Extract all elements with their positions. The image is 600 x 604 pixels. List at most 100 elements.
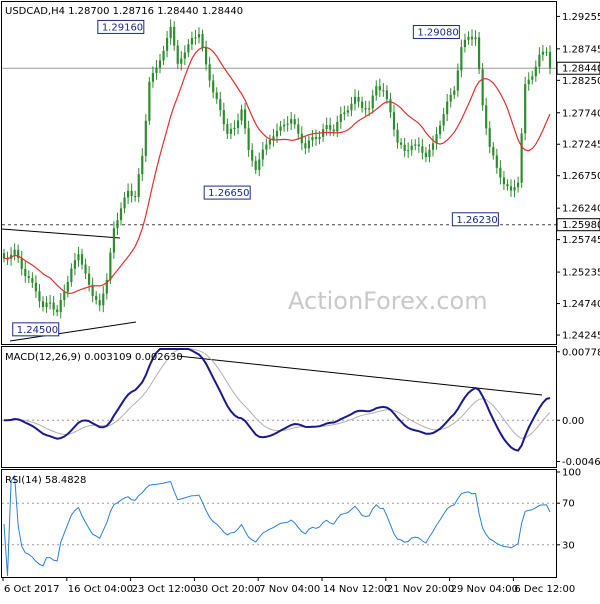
candle-body [346,110,350,113]
candle-body [368,108,371,110]
candle-body [311,136,314,141]
price-tick-label: 1.24245 [562,331,600,342]
moving-average-layer [3,46,551,294]
rsi-axis: 100 70 30 [556,468,581,551]
price-panel-frame [1,1,557,345]
candle-body [77,254,80,261]
price-annotation-box [97,19,145,34]
candle-body [378,86,381,91]
candle-body [396,129,399,143]
candle-body [385,90,389,100]
candle-body [399,142,403,145]
candle-body [470,36,474,40]
candle-body [173,26,176,46]
candle-body [485,105,488,129]
candle-body [95,295,98,301]
price-annotation-label: 1.24500 [17,325,58,336]
candle-body [105,279,108,294]
candle-body [226,124,229,134]
candle-body [329,124,332,130]
candle-body [509,186,513,191]
candle-body [265,144,268,150]
candle-body [375,86,378,96]
candle-body [162,50,165,61]
candle-body [474,37,477,40]
candle-body [410,145,413,151]
time-tick-label: 23 Oct 12:00 [132,584,197,595]
macd-panel-frame [1,346,557,468]
candle-body [275,130,279,137]
triangle-upper-trendline [1,228,121,239]
candle-body [282,124,286,127]
candle-body [59,300,62,313]
candle-body [467,36,470,40]
macd-line [4,348,551,452]
candle-body [392,112,396,130]
candle-body [48,302,52,304]
candle-body [165,38,169,51]
candle-body [80,254,84,265]
candle-body [215,92,218,100]
candle-body [371,95,374,109]
candle-body [201,34,204,48]
current-price-box [556,61,600,75]
candle-body [70,268,73,282]
candle-body [304,143,307,149]
time-tick-label: 16 Oct 04:00 [68,584,133,595]
price-annotation-label: 1.29080 [417,28,458,39]
candle-body [38,291,41,302]
macd-tick-label: -0.004688 [562,457,600,468]
macd-axis: 0.007787 0.00 -0.004688 [556,347,600,468]
candle-body [251,149,254,161]
macd-panel-title: MACD(12,26,9) 0.003109 0.002630 [5,352,183,363]
candle-body [499,167,502,178]
candle-body [187,44,190,53]
candle-body [13,249,16,255]
candle-body [506,184,509,187]
price-tick-label: 1.28745 [562,44,600,55]
candle-body [290,119,293,124]
candle-body [123,197,126,209]
price-annotation-box [412,25,460,40]
candle-body [353,96,357,104]
candle-body [343,112,346,115]
candle-body [91,284,94,296]
time-tick-label: 6 Oct 2017 [4,584,59,595]
rsi-tick-label: 70 [562,499,575,510]
candle-body [197,34,201,38]
watermark-text: ActionForex.com [288,287,488,315]
rsi-line [3,474,551,577]
candle-body [307,140,311,149]
candle-body [119,208,123,221]
price-tick-label: 1.29255 [562,12,600,23]
candle-body [219,99,222,111]
candle-body [52,302,55,310]
macd-divergence-trendline [177,355,543,396]
candle-body [87,273,91,285]
candle-body [41,301,45,308]
candle-body [169,26,172,39]
time-tick-label: 29 Nov 04:00 [451,584,518,595]
candle-body [449,94,452,102]
candle-body [20,258,23,269]
candle-body [130,190,133,197]
candle-body [325,124,328,130]
candle-body [141,155,144,175]
rsi-panel-title: RSI(14) 58.4828 [5,475,86,486]
candle-body [151,72,155,82]
candle-body [453,90,456,95]
candle-body [240,109,243,121]
price-tick-label: 1.25745 [562,235,600,246]
candle-body [545,51,548,53]
candle-body [194,37,197,39]
support-price-label: 1.25980 [562,220,600,231]
candle-body [176,45,179,64]
candle-body [531,76,534,80]
candle-body [339,114,342,122]
candle-body [460,47,463,71]
candle-body [488,128,491,147]
time-tick-label: 21 Nov 20:00 [387,584,454,595]
candle-body [481,69,484,106]
candle-body [527,79,530,85]
